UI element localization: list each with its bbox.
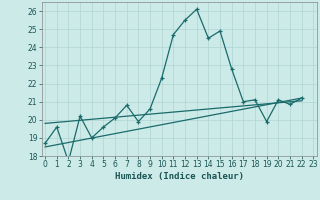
X-axis label: Humidex (Indice chaleur): Humidex (Indice chaleur) [115,172,244,181]
